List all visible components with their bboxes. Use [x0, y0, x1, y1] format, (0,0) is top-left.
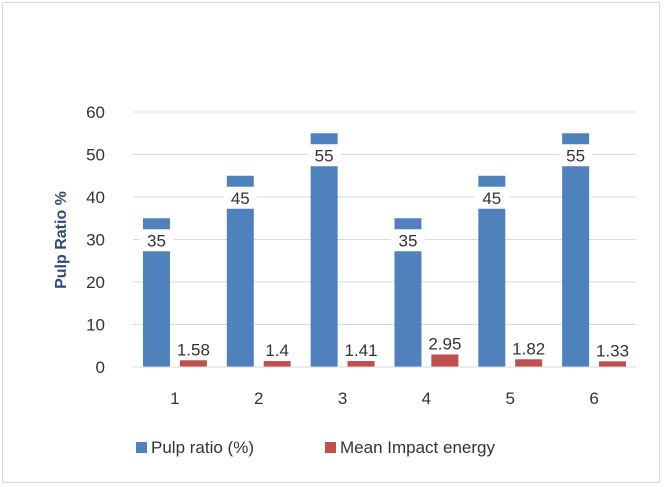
- data-label: 1.82: [512, 339, 545, 358]
- x-tick-label: 1: [170, 389, 179, 408]
- y-tick-label: 0: [96, 358, 105, 377]
- y-tick-label: 20: [86, 273, 105, 292]
- legend-label-pulp-ratio: Pulp ratio (%): [151, 438, 254, 457]
- x-tick-label: 4: [422, 389, 431, 408]
- data-label-background: [558, 144, 593, 167]
- data-label: 1.4: [265, 341, 289, 360]
- legend-swatch-pulp-ratio: [136, 442, 147, 453]
- x-tick-label: 3: [338, 389, 347, 408]
- data-label: 45: [482, 189, 501, 208]
- data-label: 55: [566, 146, 585, 165]
- bar-mean-impact-energy: [431, 354, 459, 367]
- gridlines: [133, 111, 636, 325]
- y-tick-label: 50: [86, 146, 105, 165]
- bar-mean-impact-energy: [179, 360, 207, 367]
- legend-swatch-mean-impact-energy: [325, 442, 336, 453]
- x-tick-label: 5: [506, 389, 515, 408]
- y-tick-label: 10: [86, 316, 105, 335]
- bar-mean-impact-energy: [599, 361, 627, 367]
- bar-mean-impact-energy: [347, 361, 375, 367]
- bar-mean-impact-energy: [263, 361, 291, 367]
- data-label: 1.58: [177, 340, 210, 359]
- data-label-background: [223, 186, 258, 209]
- data-label: 2.95: [428, 334, 461, 353]
- data-label: 45: [231, 189, 250, 208]
- x-tick-label: 2: [254, 389, 263, 408]
- x-tick-label: 6: [589, 389, 598, 408]
- data-label-background: [139, 229, 174, 252]
- bar-mean-impact-energy: [515, 359, 543, 367]
- data-labels: 35 45 55 35 45 55 1.58 1.4 1.41 2.95 1.82 1.33: [139, 144, 629, 360]
- data-label-background: [474, 186, 509, 209]
- data-label-background: [390, 229, 425, 252]
- legend-label-mean-impact-energy: Mean Impact energy: [340, 438, 495, 457]
- legend: Pulp ratio (%) Mean Impact energy: [136, 438, 495, 457]
- bar-pulp-ratio: [310, 133, 338, 367]
- y-tick-label: 40: [86, 188, 105, 207]
- data-label: 35: [399, 231, 418, 250]
- data-label: 35: [147, 231, 166, 250]
- data-label: 1.33: [596, 341, 629, 360]
- bars: [142, 133, 627, 367]
- y-tick-label: 60: [86, 103, 105, 122]
- bar-pulp-ratio: [562, 133, 590, 367]
- data-label: 1.41: [344, 341, 377, 360]
- data-label-background: [307, 144, 342, 167]
- y-axis-title: Pulp Ratio %: [53, 191, 70, 289]
- y-tick-label: 30: [86, 231, 105, 250]
- data-label: 55: [315, 146, 334, 165]
